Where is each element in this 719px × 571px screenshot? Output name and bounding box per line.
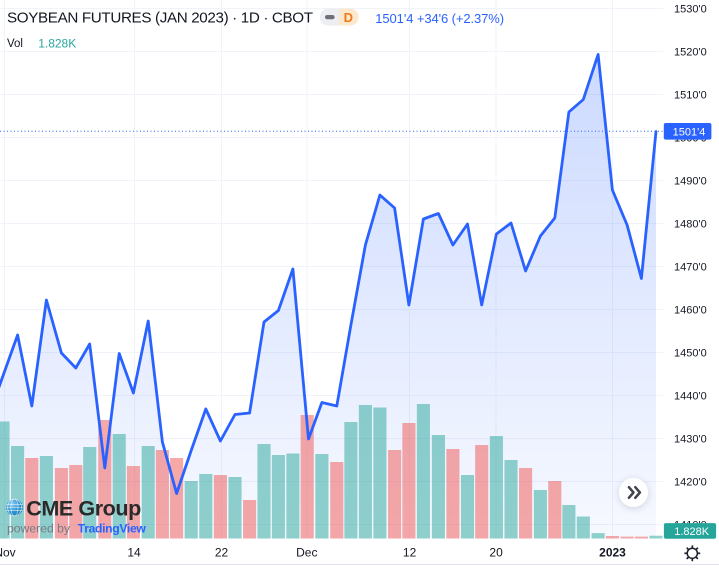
svg-text:1520'0: 1520'0 [674,46,707,58]
svg-text:1501'4 +34'6 (+2.37%): 1501'4 +34'6 (+2.37%) [375,11,504,26]
svg-text:22: 22 [215,546,229,560]
svg-text:SOYBEAN FUTURES (JAN 2023) · 1: SOYBEAN FUTURES (JAN 2023) · 1D · CBOT [7,9,313,26]
svg-text:powered by: powered by [7,522,71,536]
svg-text:1.828K: 1.828K [38,36,76,50]
svg-text:1510'0: 1510'0 [674,89,707,101]
svg-text:2023: 2023 [599,546,626,560]
svg-text:Vol: Vol [7,38,23,50]
svg-text:D: D [344,10,353,25]
svg-text:Dec: Dec [296,546,317,560]
svg-text:1470'0: 1470'0 [674,261,707,273]
svg-text:1430'0: 1430'0 [674,433,707,445]
svg-text:1.828K: 1.828K [674,526,710,538]
svg-text:12: 12 [403,546,417,560]
svg-text:1440'0: 1440'0 [674,390,707,402]
svg-text:1450'0: 1450'0 [674,347,707,359]
svg-text:20: 20 [489,546,503,560]
svg-text:1501'4: 1501'4 [673,126,706,138]
svg-text:1480'0: 1480'0 [674,218,707,230]
svg-text:1530'0: 1530'0 [674,3,707,15]
svg-text:1460'0: 1460'0 [674,304,707,316]
svg-text:1420'0: 1420'0 [674,476,707,488]
svg-text:1490'0: 1490'0 [674,175,707,187]
svg-text:CME Group: CME Group [26,496,141,521]
svg-text:14: 14 [127,546,141,560]
svg-text:TradingView: TradingView [78,522,147,536]
svg-text:Nov: Nov [0,546,16,560]
